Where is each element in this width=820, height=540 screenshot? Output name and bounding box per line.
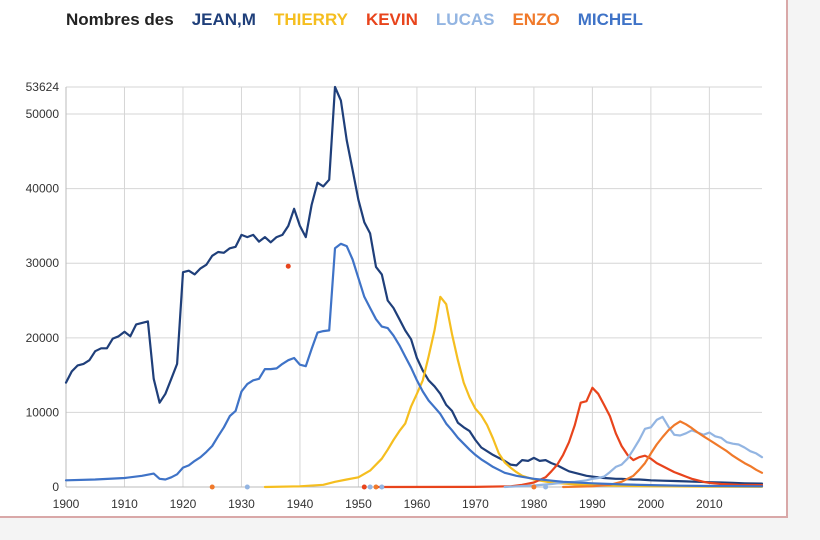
- data-point: [531, 484, 537, 490]
- x-tick-label: 1950: [345, 497, 372, 511]
- series-line-thierry: [263, 295, 764, 489]
- y-tick-label: 40000: [26, 182, 60, 196]
- series-line-lucas: [503, 415, 764, 489]
- series-line-jeanm: [64, 85, 764, 485]
- legend-entry-jean[interactable]: JEAN,M: [191, 10, 256, 29]
- legend-entry-kevin[interactable]: KEVIN: [365, 10, 418, 29]
- x-tick-label: 1920: [170, 497, 197, 511]
- x-tick-label: 1940: [287, 497, 314, 511]
- x-tick-label: 1970: [462, 497, 489, 511]
- data-point: [285, 263, 291, 269]
- x-tick-label: 2010: [696, 497, 723, 511]
- chart-legend: Nombres des JEAN,M THIERRY KEVIN LUCAS E…: [66, 10, 661, 30]
- y-tick-label: 0: [52, 480, 59, 494]
- legend-entry-lucas[interactable]: LUCAS: [435, 10, 495, 29]
- x-tick-label: 1960: [404, 497, 431, 511]
- x-tick-label: 1990: [579, 497, 606, 511]
- legend-entry-michel[interactable]: MICHEL: [577, 10, 643, 29]
- data-point: [379, 484, 385, 490]
- y-tick-label: 50000: [26, 107, 60, 121]
- data-point: [244, 484, 250, 490]
- chart-panel: [0, 0, 788, 518]
- x-tick-label: 1910: [111, 497, 138, 511]
- x-tick-label: 1930: [228, 497, 255, 511]
- y-tick-label: 53624: [26, 80, 60, 94]
- x-tick-label: 2000: [638, 497, 665, 511]
- data-point: [373, 484, 379, 490]
- legend-entry-thierry[interactable]: THIERRY: [273, 10, 348, 29]
- legend-entry-enzo[interactable]: ENZO: [512, 10, 560, 29]
- series-line-michel: [64, 242, 764, 488]
- series-line-kevin: [374, 386, 764, 489]
- x-tick-label: 1980: [521, 497, 548, 511]
- y-tick-label: 30000: [26, 256, 60, 270]
- x-tick-label: 1900: [53, 497, 80, 511]
- chart-title: Nombres des: [66, 10, 174, 29]
- data-point: [367, 484, 373, 490]
- data-point: [361, 484, 367, 490]
- y-tick-label: 10000: [26, 405, 60, 419]
- series-line-enzo: [562, 420, 764, 489]
- y-tick-label: 20000: [26, 331, 60, 345]
- data-point: [209, 484, 215, 490]
- data-point: [543, 484, 549, 490]
